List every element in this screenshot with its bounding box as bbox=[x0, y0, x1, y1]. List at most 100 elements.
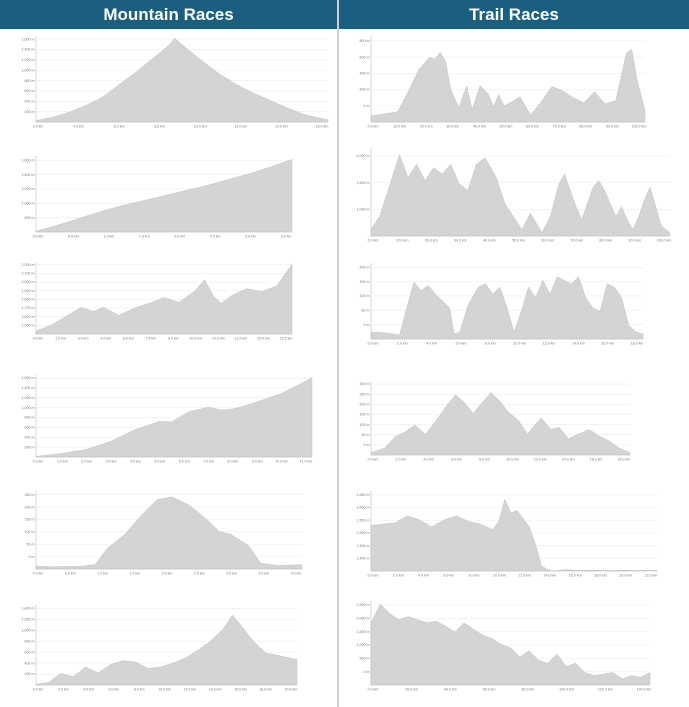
x-tick-label: 60.0 km bbox=[541, 239, 554, 243]
elevation-area bbox=[35, 377, 313, 458]
x-tick-label: 6.0 km bbox=[443, 574, 454, 578]
elevation-area bbox=[35, 37, 329, 123]
elevation-chart-2: 800 m 1,000 m 1,200 m 1,400 m 1,600 m 0.0 km 0… bbox=[14, 153, 296, 241]
y-tick-label: 1,600 m bbox=[22, 159, 35, 163]
elevation-area bbox=[35, 263, 293, 335]
y-tick-label: 400 m bbox=[25, 99, 35, 103]
y-tick-label: 400 m bbox=[25, 435, 35, 439]
x-tick-label: 2.5 km bbox=[194, 572, 205, 576]
elevation-chart-svg: 0 m 50 m 100 m 150 m 200 m 0.0 km 2.0 km 4.0 km… bbox=[360, 263, 643, 346]
x-tick-label: 140.0 km bbox=[637, 688, 652, 692]
y-tick-label: 800 m bbox=[25, 639, 35, 643]
y-tick-label: 1,500 m bbox=[357, 531, 370, 535]
x-tick-label: 20.0 km bbox=[405, 688, 418, 692]
y-tick-label: 200 m bbox=[25, 505, 35, 509]
elevation-area bbox=[370, 498, 658, 572]
elevation-chart-3: 1,500 m 1,600 m 1,700 m 1,800 m 1,900 m 2,000… bbox=[14, 259, 296, 343]
elevation-area bbox=[370, 392, 631, 456]
y-tick-label: 0 m bbox=[364, 104, 370, 108]
x-tick-label: 1.0 km bbox=[57, 460, 68, 464]
y-tick-label: 200 m bbox=[360, 88, 370, 92]
y-tick-label: 200 m bbox=[360, 266, 370, 270]
y-tick-label: 600 m bbox=[360, 55, 370, 59]
x-tick-label: 4.0 km bbox=[291, 572, 302, 576]
y-tick-label: 1,700 m bbox=[22, 306, 35, 310]
y-tick-label: 800 m bbox=[25, 416, 35, 420]
x-tick-label: 40.0 km bbox=[473, 125, 486, 129]
y-tick-label: 1,450 m bbox=[357, 544, 370, 548]
y-tick-label: 50 m bbox=[27, 542, 35, 546]
y-tick-label: 1,600 m bbox=[22, 37, 35, 41]
x-tick-label: 2.0 km bbox=[174, 235, 185, 239]
x-tick-label: 9.0 km bbox=[168, 337, 179, 341]
y-tick-label: 1,900 m bbox=[22, 289, 35, 293]
x-tick-label: 70.0 km bbox=[570, 239, 583, 243]
y-tick-label: 2,000 m bbox=[22, 280, 35, 284]
x-tick-label: 14.0 km bbox=[275, 125, 288, 129]
y-tick-label: 150 m bbox=[360, 413, 370, 417]
x-tick-label: 8.0 km bbox=[485, 342, 496, 346]
x-tick-label: 12.0 km bbox=[212, 337, 225, 341]
x-tick-label: 4.0 km bbox=[83, 688, 94, 692]
y-tick-label: 200 m bbox=[360, 403, 370, 407]
x-tick-label: 20.0 km bbox=[285, 688, 298, 692]
y-tick-label: 800 m bbox=[25, 79, 35, 83]
x-tick-label: 15.0 km bbox=[257, 337, 270, 341]
y-tick-label: 1,500 m bbox=[357, 181, 370, 185]
x-tick-label: 30.0 km bbox=[446, 125, 459, 129]
x-tick-label: 3.0 km bbox=[78, 337, 89, 341]
y-tick-label: 1,000 m bbox=[357, 208, 370, 212]
x-tick-label: 0.0 km bbox=[368, 458, 379, 462]
trail-races-header: Trail Races bbox=[339, 0, 689, 29]
x-tick-label: 14.0 km bbox=[209, 688, 222, 692]
x-tick-label: 80.0 km bbox=[521, 688, 534, 692]
y-tick-label: 200 m bbox=[25, 110, 35, 114]
x-tick-label: 4.0 km bbox=[423, 458, 434, 462]
y-tick-label: 300 m bbox=[360, 382, 370, 386]
x-tick-label: 2.5 km bbox=[210, 235, 221, 239]
elevation-chart-svg: 1,000 m 1,500 m 2,000 m 0.0 km 10.0 km 20.0 k… bbox=[357, 148, 672, 243]
elevation-chart-10: 0 m 50 m 100 m 150 m 200 m 250 m 300 m 0.0 km 2.… bbox=[349, 378, 634, 464]
y-tick-label: 1,600 m bbox=[22, 315, 35, 319]
y-tick-label: 250 m bbox=[360, 392, 370, 396]
y-tick-label: 250 m bbox=[25, 493, 35, 497]
x-tick-label: 10.5 km bbox=[189, 337, 202, 341]
x-tick-label: 10.0 km bbox=[513, 342, 526, 346]
x-tick-label: 12.0 km bbox=[543, 342, 556, 346]
y-tick-label: 200 m bbox=[25, 445, 35, 449]
elevation-area bbox=[370, 153, 671, 237]
y-tick-label: 0 m bbox=[364, 670, 370, 674]
y-tick-label: 1,550 m bbox=[357, 518, 370, 522]
elevation-chart-svg: 0 m 500 m 1,000 m 1,500 m 2,000 m 2,500 m 0.0 … bbox=[357, 601, 652, 692]
x-tick-label: 10.0 km bbox=[396, 239, 409, 243]
x-tick-label: 3.0 km bbox=[106, 460, 117, 464]
y-tick-label: 1,000 m bbox=[22, 628, 35, 632]
x-tick-label: 10.0 km bbox=[194, 125, 207, 129]
x-tick-label: 12.0 km bbox=[183, 688, 196, 692]
y-tick-label: 800 m bbox=[25, 216, 35, 220]
y-tick-label: 1,000 m bbox=[22, 406, 35, 410]
x-tick-label: 30.0 km bbox=[454, 239, 467, 243]
x-tick-label: 0.0 km bbox=[368, 125, 379, 129]
x-tick-label: 18.0 km bbox=[594, 574, 607, 578]
y-tick-label: 0 m bbox=[364, 323, 370, 327]
x-tick-label: 6.0 km bbox=[114, 125, 125, 129]
x-tick-label: 12.0 km bbox=[534, 458, 547, 462]
x-tick-label: 20.0 km bbox=[425, 239, 438, 243]
elevation-chart-svg: 1,400 m 1,450 m 1,500 m 1,550 m 1,600 m 1,650… bbox=[357, 491, 658, 578]
x-tick-label: 90.0 km bbox=[629, 239, 642, 243]
elevation-chart-svg: 200 m 400 m 600 m 800 m 1,000 m 1,200 m 1,400 … bbox=[22, 605, 298, 692]
x-tick-label: 22.0 km bbox=[645, 574, 658, 578]
y-tick-label: 1,200 m bbox=[22, 396, 35, 400]
y-tick-label: 1,800 m bbox=[22, 298, 35, 302]
x-tick-label: 2.0 km bbox=[58, 688, 69, 692]
x-tick-label: 50.0 km bbox=[500, 125, 513, 129]
elevation-area bbox=[35, 614, 298, 686]
y-tick-label: 2,200 m bbox=[22, 263, 35, 267]
x-tick-label: 10.0 km bbox=[393, 125, 406, 129]
x-tick-label: 12.0 km bbox=[518, 574, 531, 578]
y-tick-label: 1,400 m bbox=[357, 557, 370, 561]
x-tick-label: 100.0 km bbox=[657, 239, 672, 243]
x-tick-label: 120.0 km bbox=[598, 688, 613, 692]
x-tick-label: 2.0 km bbox=[162, 572, 173, 576]
